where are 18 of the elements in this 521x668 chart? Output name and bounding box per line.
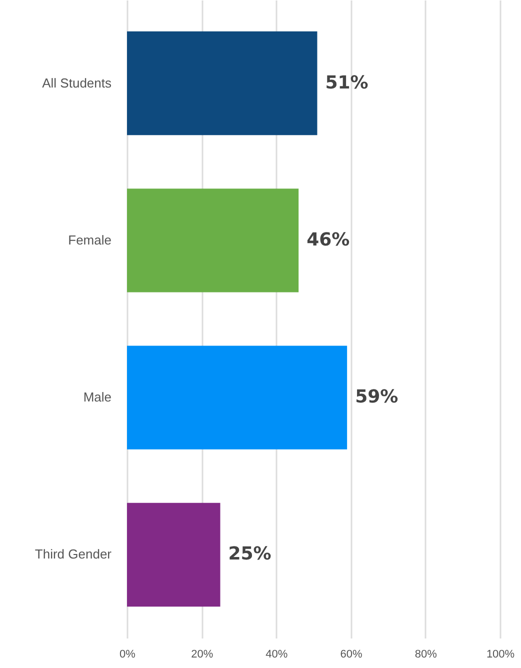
x-tick-label: 100% xyxy=(486,648,515,660)
bar xyxy=(127,502,220,607)
data-label: 25% xyxy=(228,544,272,565)
data-label: 46% xyxy=(306,229,350,250)
x-tick-label: 60% xyxy=(340,648,363,660)
x-tick-label: 20% xyxy=(191,648,214,660)
data-label: 59% xyxy=(355,386,398,408)
data-label: 51% xyxy=(325,72,368,94)
y-tick-label: Female xyxy=(68,232,112,248)
x-tick-label: 0% xyxy=(120,648,136,660)
y-tick-label: Third Gender xyxy=(34,546,112,562)
bar xyxy=(127,346,348,450)
x-tick-label: 40% xyxy=(266,648,288,660)
bar xyxy=(127,188,299,292)
bar xyxy=(127,31,318,136)
y-tick-label: Male xyxy=(83,390,112,405)
x-tick-label: 80% xyxy=(414,648,438,660)
y-tick-label: All Students xyxy=(42,75,112,90)
